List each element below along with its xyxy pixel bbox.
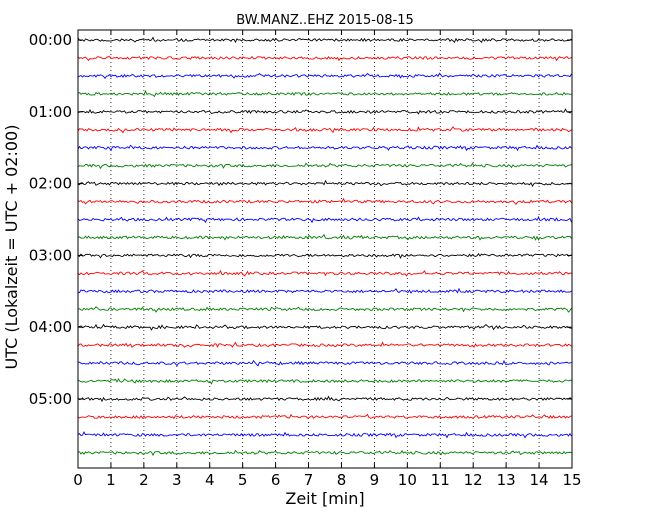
trace-line bbox=[77, 287, 572, 294]
trace-line bbox=[77, 55, 572, 62]
y-tick-label: 03:00 bbox=[29, 246, 72, 264]
trace-group bbox=[77, 36, 572, 457]
trace-line bbox=[77, 197, 572, 206]
x-tick-label: 6 bbox=[271, 471, 281, 489]
trace-line bbox=[77, 144, 572, 152]
x-tick-label: 8 bbox=[337, 471, 347, 489]
x-tick-label: 13 bbox=[497, 471, 516, 489]
trace-line bbox=[77, 72, 572, 80]
y-tick-label: 02:00 bbox=[29, 175, 72, 193]
trace-line bbox=[77, 341, 572, 348]
y-tick-label: 01:00 bbox=[29, 103, 72, 121]
trace-line bbox=[77, 215, 572, 224]
x-tick-label: 9 bbox=[370, 471, 380, 489]
x-tick-label: 1 bbox=[106, 471, 116, 489]
trace-line bbox=[77, 449, 572, 457]
chart-title: BW.MANZ..EHZ 2015-08-15 bbox=[236, 13, 414, 28]
x-tick-label: 10 bbox=[398, 471, 417, 489]
trace-line bbox=[77, 431, 572, 439]
y-axis: 00:00 01:00 02:00 03:00 04:00 05:00 bbox=[29, 31, 572, 408]
trace-line bbox=[77, 359, 572, 367]
trace-line bbox=[77, 253, 572, 259]
x-tick-label: 11 bbox=[431, 471, 450, 489]
trace-line bbox=[77, 162, 572, 170]
grid-lines bbox=[110, 30, 540, 468]
trace-line bbox=[77, 126, 572, 134]
x-axis-label: Zeit [min] bbox=[285, 489, 364, 508]
x-tick-label: 15 bbox=[562, 471, 581, 489]
x-tick-label: 0 bbox=[73, 471, 83, 489]
trace-line bbox=[77, 36, 572, 44]
x-tick-label: 4 bbox=[205, 471, 215, 489]
y-tick-label: 04:00 bbox=[29, 318, 72, 336]
x-axis: 0 1 2 3 4 5 6 7 8 9 10 11 12 13 14 15 bbox=[73, 30, 582, 489]
trace-line bbox=[77, 269, 572, 277]
x-tick-label: 3 bbox=[172, 471, 182, 489]
trace-line bbox=[77, 377, 572, 385]
plot-frame bbox=[77, 29, 573, 469]
trace-line bbox=[77, 395, 572, 403]
trace-line bbox=[77, 323, 572, 331]
y-axis-label: UTC (Lokalzeit = UTC + 02:00) bbox=[2, 125, 21, 370]
x-tick-label: 14 bbox=[530, 471, 549, 489]
trace-line bbox=[77, 306, 572, 313]
y-tick-label: 05:00 bbox=[29, 390, 72, 408]
x-tick-label: 5 bbox=[238, 471, 248, 489]
x-tick-label: 2 bbox=[139, 471, 149, 489]
trace-line bbox=[77, 413, 572, 420]
trace-line bbox=[77, 89, 572, 98]
x-tick-label: 12 bbox=[464, 471, 483, 489]
y-tick-label: 00:00 bbox=[29, 31, 72, 49]
trace-line bbox=[77, 233, 572, 241]
x-tick-label: 7 bbox=[304, 471, 314, 489]
trace-line bbox=[77, 179, 572, 188]
trace-line bbox=[77, 108, 572, 115]
